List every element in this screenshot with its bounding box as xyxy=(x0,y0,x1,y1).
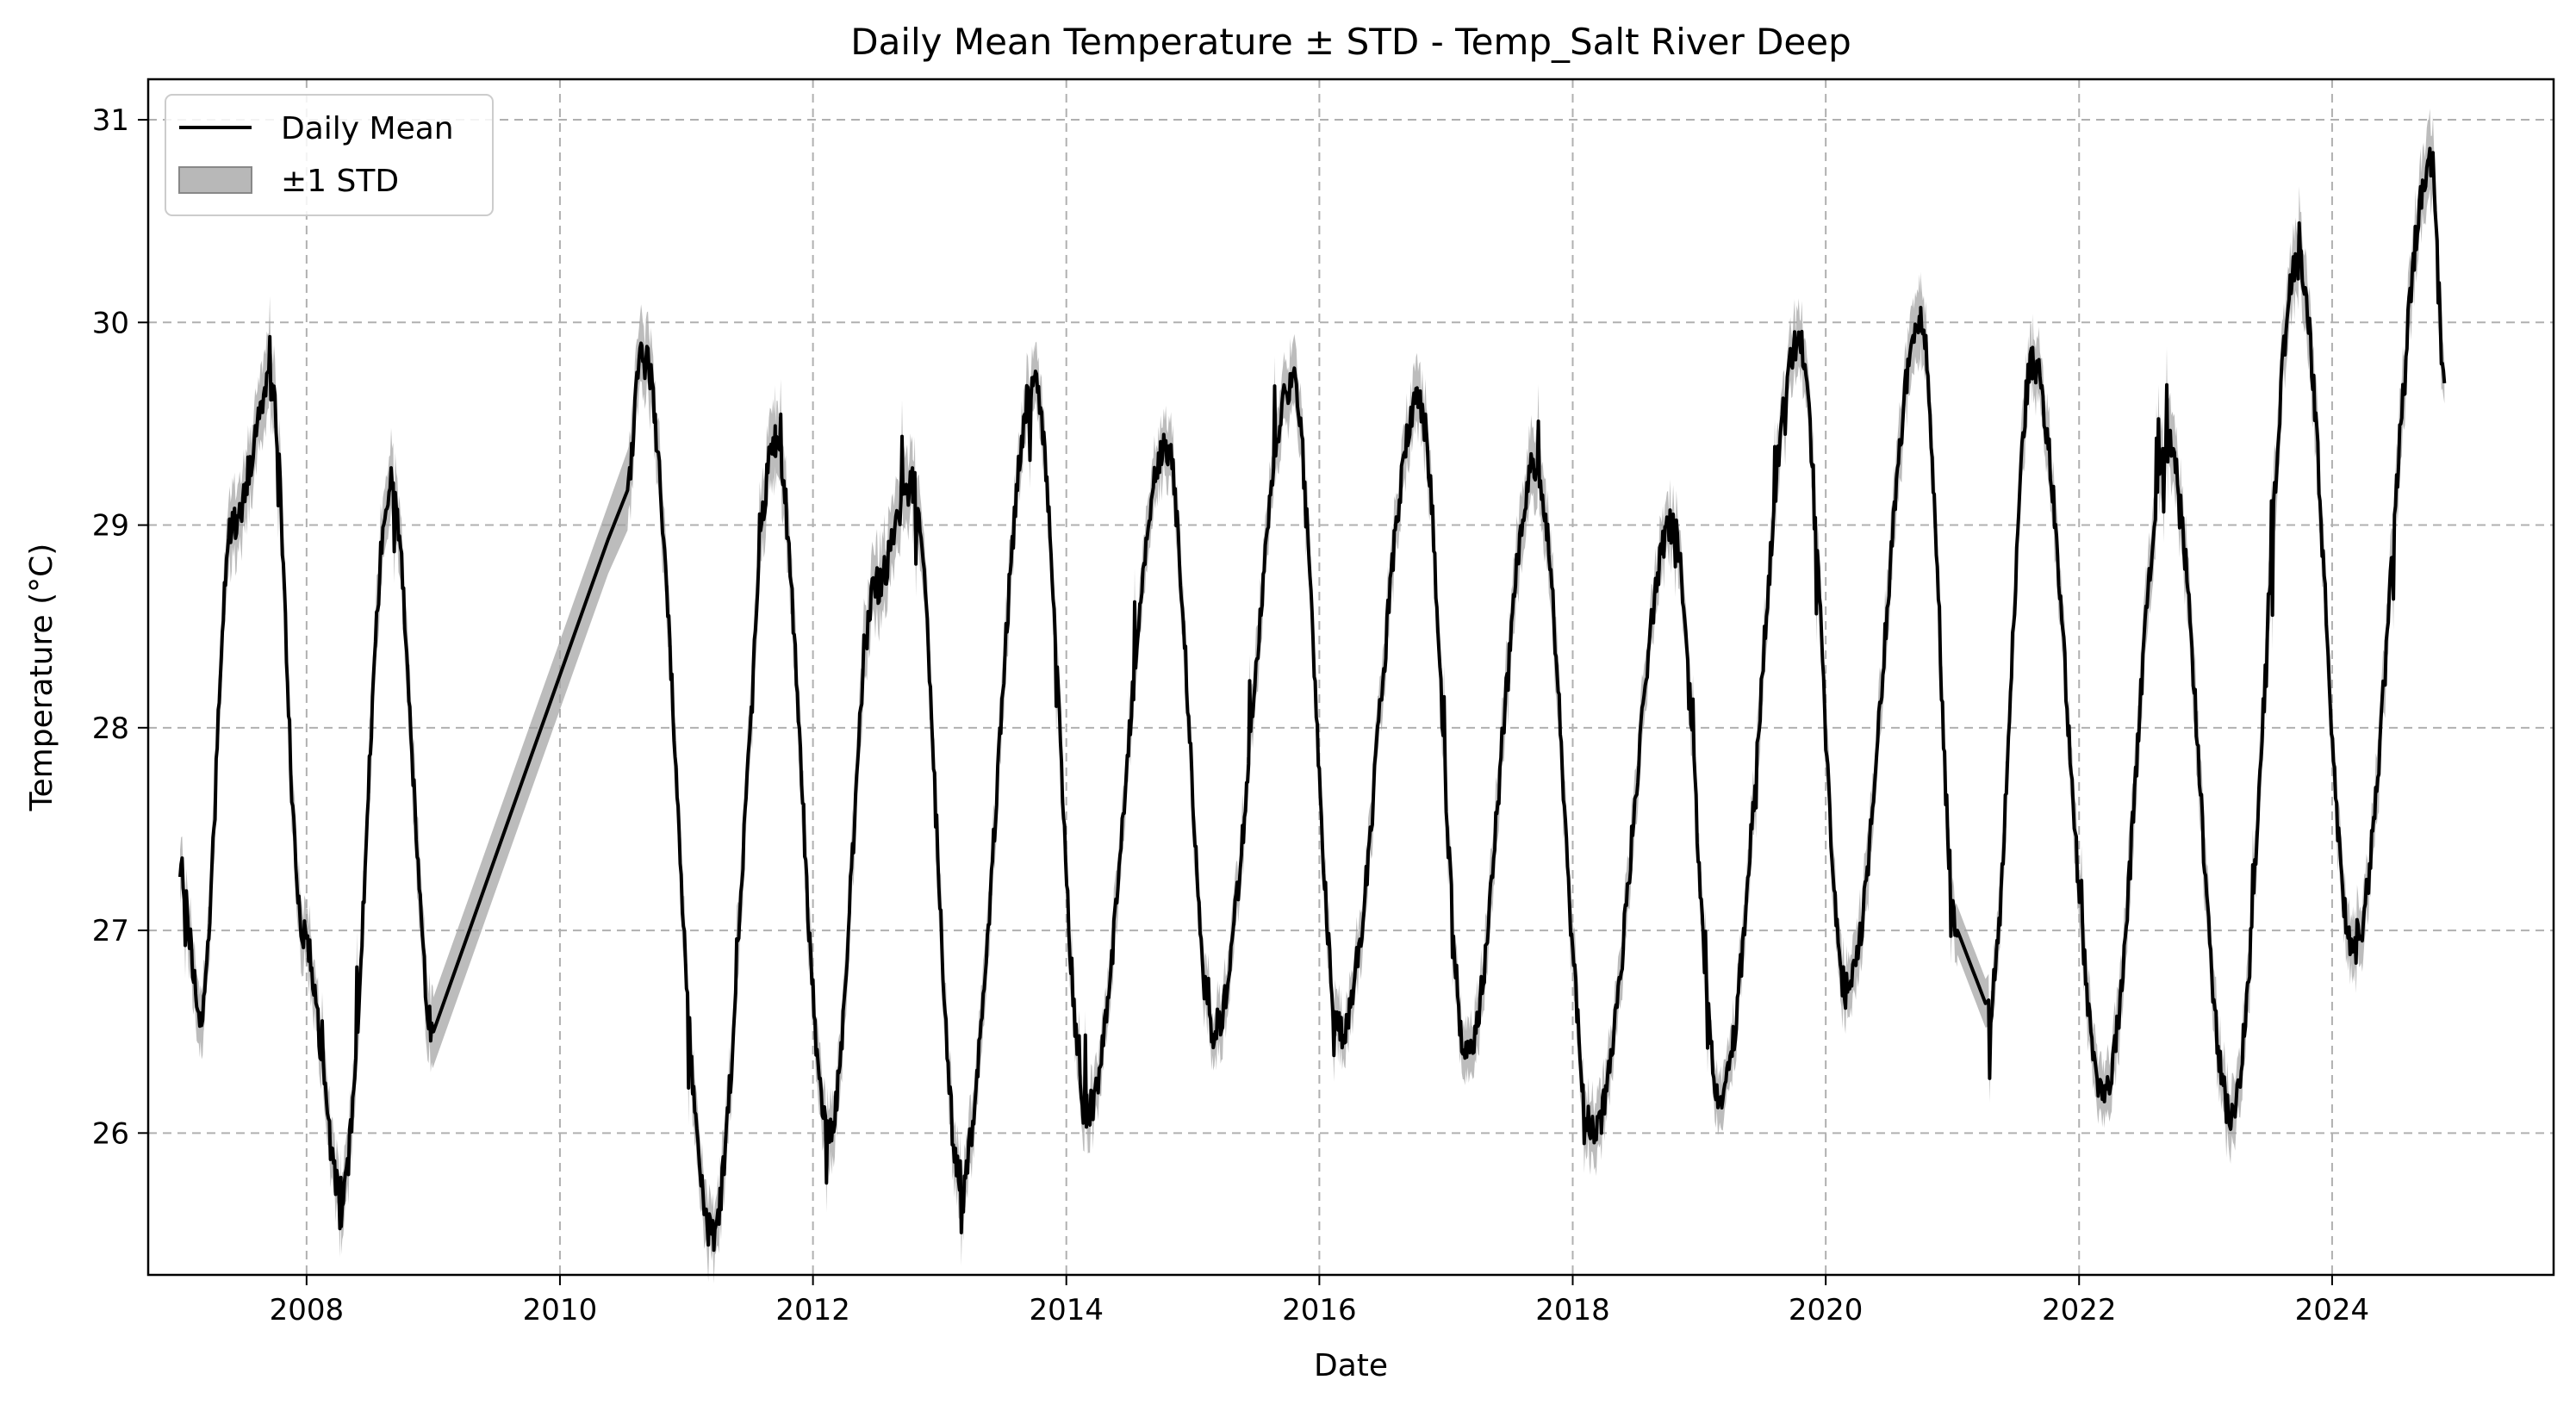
y-tick-label: 28 xyxy=(92,712,129,746)
x-tick-label: 2012 xyxy=(775,1293,850,1327)
y-axis-label: Temperature (°C) xyxy=(24,544,59,812)
y-tick-label: 31 xyxy=(92,103,129,138)
y-tick-label: 29 xyxy=(92,509,129,544)
y-tick-label: 30 xyxy=(92,306,129,340)
chart-title: Daily Mean Temperature ± STD - Temp_Salt… xyxy=(850,21,1851,63)
legend-label-std: ±1 STD xyxy=(281,164,399,199)
y-axis-ticks: 26 27 28 29 30 31 xyxy=(92,103,148,1151)
x-tick-label: 2010 xyxy=(523,1293,598,1327)
x-tick-label: 2016 xyxy=(1282,1293,1357,1327)
std-band xyxy=(180,108,2445,1284)
y-tick-label: 27 xyxy=(92,914,129,948)
legend: Daily Mean ±1 STD xyxy=(165,94,494,216)
std-band-group xyxy=(180,108,2445,1284)
daily-mean-line xyxy=(178,146,2447,1252)
x-tick-label: 2022 xyxy=(2042,1293,2117,1327)
legend-label-daily-mean: Daily Mean xyxy=(281,111,454,146)
x-axis-label: Date xyxy=(1314,1348,1388,1383)
x-tick-label: 2020 xyxy=(1789,1293,1864,1327)
mean-line-group xyxy=(178,146,2447,1252)
x-tick-label: 2014 xyxy=(1029,1293,1104,1327)
plot-frame xyxy=(146,78,2555,1277)
y-tick-label: 26 xyxy=(92,1116,129,1151)
x-tick-label: 2018 xyxy=(1535,1293,1610,1327)
legend-band-swatch xyxy=(178,166,252,194)
x-axis-ticks: 2008 2010 2012 2014 2016 2018 2020 2022 2024 xyxy=(270,1275,2370,1327)
x-tick-label: 2008 xyxy=(270,1293,345,1327)
x-tick-label: 2024 xyxy=(2295,1293,2370,1327)
